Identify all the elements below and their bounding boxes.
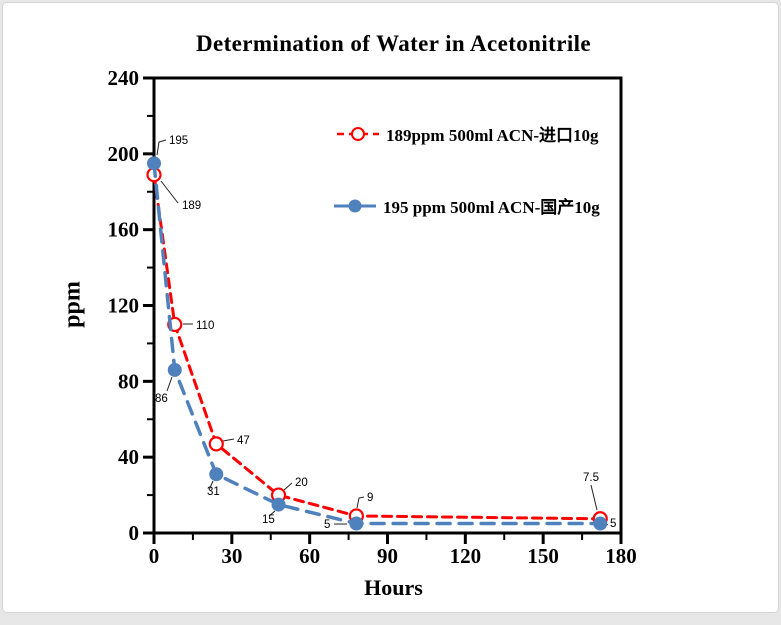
data-label: 5 — [324, 519, 330, 531]
data-label: 7.5 — [583, 472, 599, 484]
y-tick-label: 160 — [108, 218, 140, 242]
plot-frame — [152, 76, 623, 535]
y-tick-label: 120 — [108, 294, 140, 318]
chart-title: Determination of Water in Acetonitrile — [195, 31, 592, 56]
x-tick-label: 0 — [149, 544, 160, 568]
plot-canvas: 0 30 60 90 120 150 180 0 40 80 120 160 200 240 189 110 4… — [108, 66, 637, 568]
data-label: 5 — [610, 518, 616, 530]
data-label-leader — [222, 438, 235, 442]
data-label: 20 — [295, 477, 308, 489]
blue-filled-circle-marker — [167, 362, 182, 377]
data-label-leader — [283, 482, 293, 491]
legend-label-imported: 189ppm 500ml ACN-进口10g — [386, 126, 599, 145]
legend-item-domestic: 195 ppm 500ml ACN-国产10g — [334, 193, 600, 218]
data-label: 195 — [169, 135, 188, 147]
blue-filled-circle-marker — [271, 497, 286, 512]
blue-filled-circle-marker — [593, 516, 608, 531]
x-tick-label: 60 — [299, 544, 320, 568]
red-series-line — [152, 173, 602, 521]
data-label-leader — [590, 484, 598, 511]
data-label: 189 — [182, 200, 201, 212]
blue-filled-circle-marker — [209, 467, 224, 482]
y-tick-label: 240 — [108, 66, 140, 90]
legend-label-domestic: 195 ppm 500ml ACN-国产10g — [383, 198, 600, 217]
chart-card: 0 30 60 90 120 150 180 0 40 80 120 160 200 240 189 110 4… — [2, 2, 779, 613]
x-tick-label: 90 — [377, 544, 398, 568]
y-tick-label: 200 — [108, 142, 140, 166]
y-tick-label: 0 — [129, 521, 140, 545]
blue-legend-circle — [348, 199, 362, 212]
data-label: 9 — [367, 492, 373, 504]
red-open-circle-marker — [208, 436, 224, 452]
legend-item-imported: 189ppm 500ml ACN-进口10g — [337, 121, 599, 146]
blue-filled-circle-legend-marker — [334, 199, 376, 212]
data-label-leader — [208, 480, 214, 491]
blue-filled-circle-marker — [349, 516, 364, 531]
x-axis-title: Hours — [364, 575, 423, 600]
data-label: 47 — [237, 435, 250, 447]
red-dashed-open-circle-legend-marker — [337, 126, 379, 141]
data-label-leader — [356, 496, 365, 509]
red-legend-circle — [351, 126, 365, 141]
data-label: 86 — [155, 393, 168, 405]
x-tick-label: 150 — [527, 544, 559, 568]
data-label: 110 — [196, 320, 214, 332]
y-tick-label: 80 — [118, 369, 139, 393]
blue-filled-circle-marker — [147, 156, 161, 171]
x-tick-label: 30 — [221, 544, 242, 568]
data-label-leader — [160, 180, 179, 204]
x-tick-label: 180 — [605, 544, 637, 568]
data-label-leader — [156, 139, 167, 156]
data-label: 15 — [262, 514, 275, 526]
blue-series-line — [152, 161, 602, 526]
data-label: 31 — [207, 486, 220, 498]
data-label-leader — [166, 376, 173, 392]
x-tick-label: 120 — [450, 544, 482, 568]
y-tick-label: 40 — [118, 445, 139, 469]
data-label-leader — [268, 510, 276, 517]
y-axis-title: ppm — [59, 281, 86, 328]
